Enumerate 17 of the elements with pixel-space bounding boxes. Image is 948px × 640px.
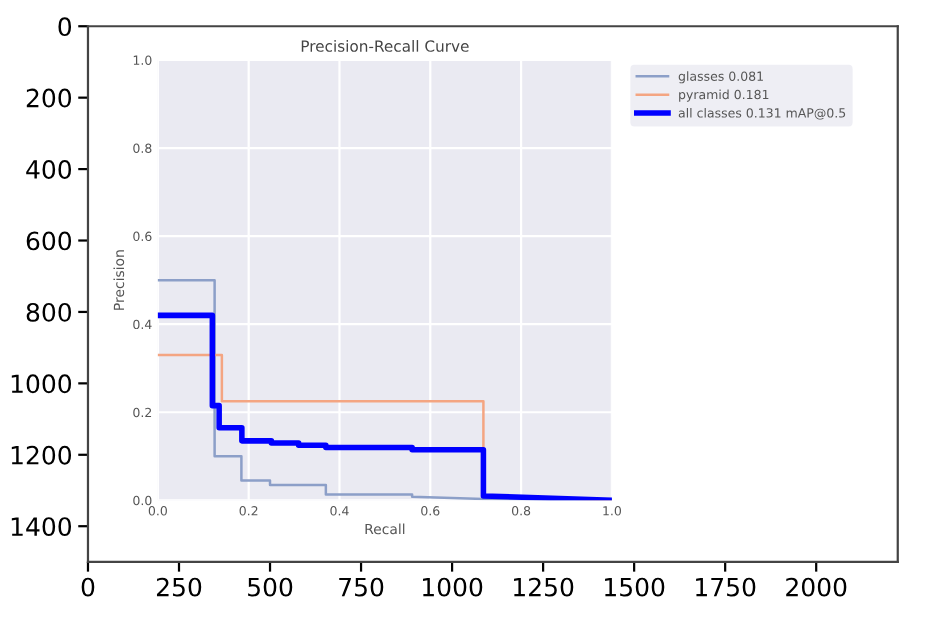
x-tick-label: 1250 — [514, 577, 574, 597]
y-tick-label: 800 — [26, 302, 72, 322]
y-tick-label: 400 — [26, 160, 72, 179]
x-tick-label: 1750 — [696, 577, 756, 597]
x-tick-label: 1500 — [605, 577, 665, 597]
y-tick-label: 1200 — [11, 445, 72, 465]
x-tick-label: 750 — [339, 577, 384, 597]
x-tick-label: 2000 — [786, 577, 847, 597]
x-tick-label: 250 — [156, 577, 202, 597]
y-tick-label: 600 — [26, 231, 72, 251]
y-tick-label: 1000 — [11, 374, 72, 394]
x-tick-label: 500 — [248, 577, 293, 597]
y-tick-label: 200 — [26, 88, 72, 108]
y-tick-label: 1400 — [11, 517, 72, 537]
x-tick-label: 0 — [81, 577, 95, 597]
y-tick-label: 0 — [58, 17, 72, 37]
x-tick-label: 1000 — [423, 577, 483, 597]
